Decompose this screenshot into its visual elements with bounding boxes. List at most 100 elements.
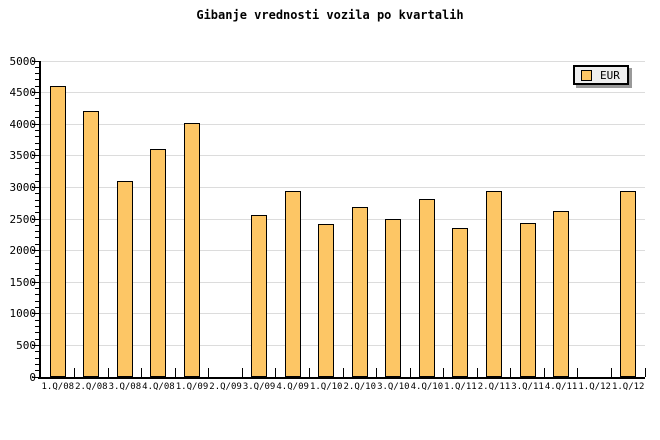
bar-2.Q/08 [83, 110, 100, 377]
bar-1.Q/12 [620, 190, 637, 377]
y-tick-minor [35, 306, 39, 308]
y-tick-minor [35, 66, 39, 68]
y-tick-minor [35, 117, 39, 119]
x-tick [443, 368, 445, 377]
legend-label: EUR [600, 68, 620, 82]
bar-4.Q/09 [284, 190, 301, 377]
y-tick-minor [35, 161, 39, 163]
bar-2.Q/11 [486, 190, 502, 377]
gridline [41, 60, 645, 62]
y-axis [39, 61, 41, 379]
y-tick-major [32, 344, 39, 346]
x-axis-label: 3.Q/11 [511, 382, 544, 392]
y-tick-minor [35, 199, 39, 201]
y-tick-minor [35, 193, 39, 195]
y-tick-minor [35, 174, 39, 176]
chart-title: Gibanje vrednosti vozila po kvartalih [196, 8, 464, 22]
y-tick-minor [35, 180, 39, 182]
x-axis-label: 2.Q/08 [75, 382, 108, 392]
x-tick [476, 368, 478, 377]
y-axis-label: 0 [29, 370, 36, 384]
y-tick-minor [35, 224, 39, 226]
bar-3.Q/09 [251, 214, 268, 377]
x-tick [409, 368, 411, 377]
y-tick-minor [35, 357, 39, 359]
y-tick-minor [35, 332, 39, 334]
y-axis-label: 2000 [9, 244, 37, 258]
y-tick-minor [35, 85, 39, 87]
y-axis-label: 4000 [9, 117, 37, 131]
bar-3.Q/10 [385, 219, 402, 377]
y-tick-major [32, 376, 39, 378]
gridline [41, 313, 645, 315]
x-axis-label: 1.Q/11 [444, 382, 477, 392]
x-tick [241, 368, 243, 377]
y-tick-major [32, 155, 39, 157]
y-tick-minor [35, 142, 39, 144]
x-axis-label: 3.Q/10 [377, 382, 410, 392]
x-tick [208, 368, 210, 377]
y-tick-minor [35, 231, 39, 233]
x-tick [107, 368, 109, 377]
y-tick-minor [35, 351, 39, 353]
y-axis-label: 1000 [9, 307, 37, 321]
bar-4.Q/11 [553, 211, 570, 377]
y-tick-minor [35, 338, 39, 340]
y-tick-minor [35, 98, 39, 100]
gridline [41, 92, 645, 94]
legend-swatch-icon [581, 69, 592, 81]
y-tick-minor [35, 73, 39, 75]
bar-4.Q/08 [150, 148, 167, 377]
x-axis-label: 4.Q/08 [142, 382, 175, 392]
y-tick-minor [35, 363, 39, 365]
bar-3.Q/11 [519, 223, 536, 377]
y-axis-label: 2500 [9, 212, 37, 226]
x-tick [577, 368, 579, 377]
x-axis-label: 4.Q/11 [544, 382, 578, 392]
gridline [41, 250, 645, 252]
x-tick [174, 368, 176, 377]
bar-1.Q/10 [318, 224, 335, 377]
bar-1.Q/08 [49, 86, 66, 377]
x-axis-label: 1.Q/10 [309, 382, 343, 392]
bar-2.Q/10 [351, 206, 368, 377]
gridline [41, 186, 645, 188]
y-tick-major [32, 123, 39, 125]
y-axis-label: 5000 [9, 54, 37, 68]
y-tick-minor [35, 167, 39, 169]
plot-area: 0 500 1000 1500 2000 2500 3000 3500 4000 4500 5000… [10, 56, 646, 392]
gridline [41, 218, 645, 220]
y-tick-major [32, 218, 39, 220]
y-tick-minor [35, 212, 39, 214]
y-axis-label: 4500 [9, 86, 37, 100]
x-tick [644, 368, 646, 377]
gridline [41, 155, 645, 157]
x-tick [510, 368, 512, 377]
gridline [41, 281, 645, 283]
legend: EUR [573, 65, 629, 85]
x-axis-label: 3.Q/09 [242, 382, 276, 392]
y-tick-minor [35, 136, 39, 138]
x-axis-label: 3.Q/08 [108, 382, 142, 392]
y-axis-label: 1500 [9, 275, 37, 289]
x-axis-label: 1.Q/12 [611, 382, 645, 392]
y-tick-minor [35, 130, 39, 132]
y-axis-label: 3500 [9, 149, 37, 163]
x-axis-label: 1.Q/08 [41, 382, 75, 392]
y-tick-minor [35, 300, 39, 302]
bar-4.Q/10 [418, 199, 435, 377]
y-axis-label: 500 [16, 338, 36, 352]
y-tick-minor [35, 104, 39, 106]
x-axis [38, 377, 645, 379]
x-tick [610, 368, 612, 377]
x-axis-label: 4.Q/09 [276, 382, 309, 392]
y-tick-minor [35, 262, 39, 264]
y-tick-minor [35, 370, 39, 372]
y-tick-major [32, 281, 39, 283]
x-tick [308, 368, 310, 377]
x-axis-label: 1.Q/09 [175, 382, 209, 392]
y-tick-major [32, 92, 39, 94]
y-tick-minor [35, 148, 39, 150]
y-tick-minor [35, 275, 39, 277]
